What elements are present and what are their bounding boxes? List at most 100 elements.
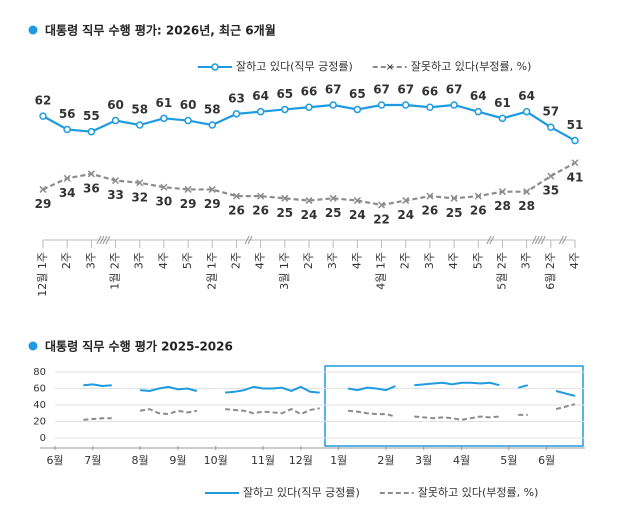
data-label: 32: [131, 190, 148, 204]
data-label: 64: [252, 89, 269, 103]
point: [184, 185, 192, 193]
x-tick-label: 4주: [254, 252, 267, 269]
x-tick-label: 2주: [302, 252, 315, 269]
legend-label: 잘못하고 있다(부정률, %): [418, 485, 539, 499]
x-tick-label: 9월: [169, 454, 186, 467]
data-label: 60: [107, 98, 124, 112]
point: [474, 107, 483, 116]
data-label: 28: [518, 199, 535, 213]
data-label: 58: [131, 103, 148, 117]
x-tick-label: 2주: [60, 252, 73, 269]
point: [112, 177, 120, 185]
axis-break: [244, 235, 250, 245]
axis-break: [531, 235, 537, 245]
point: [87, 127, 96, 136]
point: [111, 116, 120, 125]
data-label: 25: [325, 206, 342, 220]
data-label: 29: [204, 197, 221, 211]
axis-break: [247, 235, 253, 245]
data-label: 36: [83, 181, 100, 195]
data-label: 30: [156, 195, 173, 209]
data-label: 33: [107, 188, 124, 202]
x-tick-label: 1월 2주: [109, 252, 122, 290]
point: [136, 179, 144, 187]
data-label: 58: [204, 103, 221, 117]
data-label: 28: [494, 199, 511, 213]
point: [208, 121, 217, 129]
point: [329, 194, 337, 202]
point: [256, 107, 265, 116]
data-label: 67: [325, 83, 342, 97]
data-label: 24: [301, 208, 318, 222]
highlight-box: [324, 365, 584, 447]
point: [571, 136, 579, 145]
y-tick-label: 80: [33, 367, 46, 378]
point: [39, 185, 47, 193]
title-bullet: [28, 25, 38, 35]
point: [305, 103, 313, 111]
point: [426, 192, 434, 200]
legend-marker: ×: [386, 62, 394, 73]
point: [378, 201, 386, 209]
point: [257, 192, 265, 200]
point: [184, 116, 192, 125]
point: [450, 194, 458, 202]
x-tick-label: 2주: [229, 252, 242, 269]
x-tick-label: 4주: [157, 252, 170, 269]
data-label: 55: [83, 109, 100, 123]
point: [522, 107, 531, 116]
data-label: 62: [35, 94, 52, 108]
x-tick-label: 2월: [377, 454, 394, 467]
legend-marker: [211, 63, 219, 71]
point: [232, 110, 241, 118]
data-label: 57: [542, 105, 559, 119]
point: [450, 101, 458, 109]
x-tick-label: 5주: [471, 252, 484, 269]
point: [281, 194, 289, 202]
series-line: [83, 403, 576, 421]
chart-title: 대통령 직무 수행 평가 2025-2026: [45, 339, 233, 354]
data-label: 35: [542, 184, 559, 198]
data-label: 66: [301, 85, 318, 99]
x-tick-label: 6월 2주: [544, 252, 557, 290]
point: [135, 121, 144, 129]
x-tick-label: 1월: [330, 454, 347, 467]
data-label: 61: [494, 96, 511, 110]
x-tick-label: 6월: [538, 454, 555, 467]
point: [329, 101, 337, 109]
x-tick-label: 7월: [84, 454, 101, 467]
x-tick-label: 3월: [415, 454, 432, 467]
point: [401, 101, 410, 109]
point: [353, 105, 362, 114]
x-tick-label: 3주: [423, 252, 436, 269]
x-tick-label: 3주: [520, 252, 533, 269]
axis-break: [558, 235, 564, 245]
x-tick-label: 4주: [447, 252, 460, 269]
point: [63, 174, 71, 182]
x-tick-label: 4주: [350, 252, 363, 269]
x-tick-label: 3월 1주: [278, 252, 291, 290]
x-tick-label: 4주: [568, 252, 581, 269]
x-tick-label: 4월 1주: [375, 252, 388, 290]
axis-break: [534, 235, 540, 245]
x-tick-label: 10월: [204, 454, 228, 467]
axis-break: [540, 235, 546, 245]
point: [63, 125, 71, 134]
x-tick-label: 4월: [453, 454, 470, 467]
y-tick-label: 60: [33, 384, 46, 395]
x-tick-label: 12월 1주: [36, 252, 49, 297]
point: [426, 103, 434, 111]
y-tick-label: 20: [33, 417, 46, 428]
point: [571, 159, 579, 167]
point: [160, 114, 168, 123]
legend-label: 잘하고 있다(직무 긍정률): [243, 485, 360, 499]
data-label: 26: [252, 204, 269, 218]
point: [498, 188, 506, 196]
data-label: 26: [470, 204, 487, 218]
x-tick-label: 3주: [84, 252, 97, 269]
point: [87, 170, 95, 178]
data-label: 25: [276, 206, 293, 220]
data-label: 34: [59, 186, 76, 200]
data-label: 67: [446, 83, 463, 97]
